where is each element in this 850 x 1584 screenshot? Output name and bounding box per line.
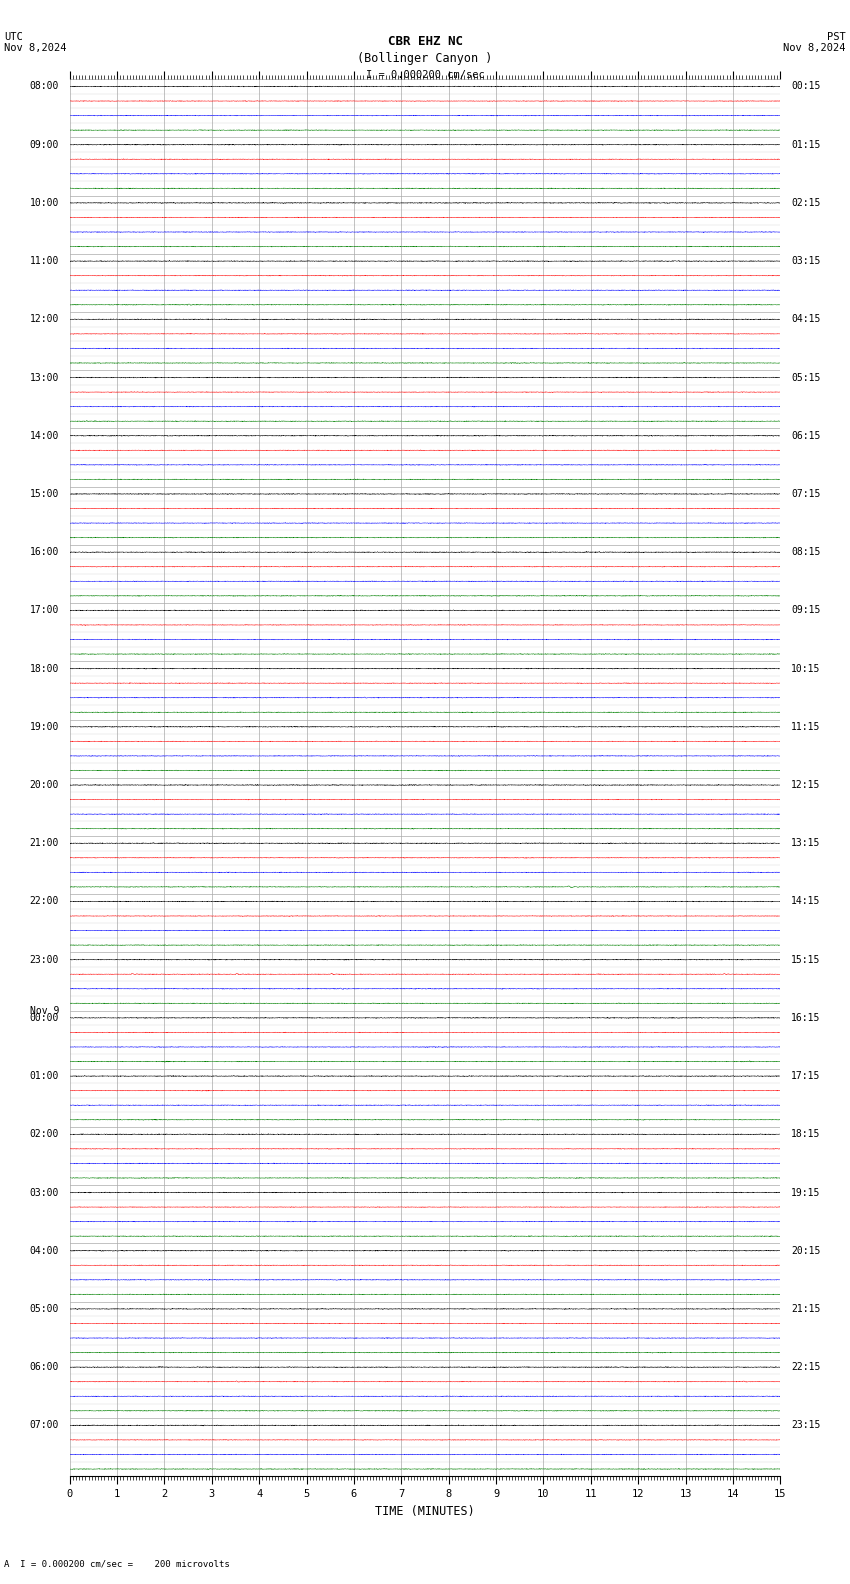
Text: UTC
Nov 8,2024: UTC Nov 8,2024 — [4, 32, 67, 54]
Text: 20:00: 20:00 — [30, 779, 59, 790]
Text: 19:15: 19:15 — [791, 1188, 820, 1198]
Text: 21:15: 21:15 — [791, 1304, 820, 1315]
Text: 04:00: 04:00 — [30, 1245, 59, 1256]
Text: 06:15: 06:15 — [791, 431, 820, 440]
Text: 20:15: 20:15 — [791, 1245, 820, 1256]
Text: 03:00: 03:00 — [30, 1188, 59, 1198]
Text: 15:00: 15:00 — [30, 489, 59, 499]
Text: 02:15: 02:15 — [791, 198, 820, 208]
Text: 06:00: 06:00 — [30, 1362, 59, 1372]
Text: 01:00: 01:00 — [30, 1071, 59, 1082]
Text: 23:15: 23:15 — [791, 1421, 820, 1430]
Text: 09:15: 09:15 — [791, 605, 820, 616]
Text: 18:00: 18:00 — [30, 664, 59, 673]
Text: 00:00: 00:00 — [30, 1012, 59, 1023]
Text: 17:15: 17:15 — [791, 1071, 820, 1082]
Text: 23:00: 23:00 — [30, 955, 59, 965]
Text: 07:15: 07:15 — [791, 489, 820, 499]
Text: 01:15: 01:15 — [791, 139, 820, 150]
Text: 09:00: 09:00 — [30, 139, 59, 150]
Text: CBR EHZ NC: CBR EHZ NC — [388, 35, 462, 48]
Text: 12:15: 12:15 — [791, 779, 820, 790]
Text: 16:15: 16:15 — [791, 1012, 820, 1023]
Text: 14:00: 14:00 — [30, 431, 59, 440]
Text: 10:15: 10:15 — [791, 664, 820, 673]
Text: 10:00: 10:00 — [30, 198, 59, 208]
Text: 15:15: 15:15 — [791, 955, 820, 965]
Text: 13:00: 13:00 — [30, 372, 59, 383]
Text: 12:00: 12:00 — [30, 314, 59, 325]
Text: PST
Nov 8,2024: PST Nov 8,2024 — [783, 32, 846, 54]
Text: 05:15: 05:15 — [791, 372, 820, 383]
Text: 13:15: 13:15 — [791, 838, 820, 849]
Text: 00:15: 00:15 — [791, 81, 820, 92]
Text: 18:15: 18:15 — [791, 1129, 820, 1139]
Text: 03:15: 03:15 — [791, 257, 820, 266]
Text: Nov 9: Nov 9 — [30, 1006, 59, 1015]
Text: 14:15: 14:15 — [791, 897, 820, 906]
Text: A  I = 0.000200 cm/sec =    200 microvolts: A I = 0.000200 cm/sec = 200 microvolts — [4, 1559, 230, 1568]
Text: I = 0.000200 cm/sec: I = 0.000200 cm/sec — [366, 70, 484, 79]
Text: 11:00: 11:00 — [30, 257, 59, 266]
Text: 19:00: 19:00 — [30, 722, 59, 732]
Text: 17:00: 17:00 — [30, 605, 59, 616]
Text: 05:00: 05:00 — [30, 1304, 59, 1315]
Text: 08:15: 08:15 — [791, 546, 820, 558]
Text: 21:00: 21:00 — [30, 838, 59, 849]
Text: 07:00: 07:00 — [30, 1421, 59, 1430]
Text: 04:15: 04:15 — [791, 314, 820, 325]
Text: 22:00: 22:00 — [30, 897, 59, 906]
Text: 08:00: 08:00 — [30, 81, 59, 92]
X-axis label: TIME (MINUTES): TIME (MINUTES) — [375, 1505, 475, 1517]
Text: 22:15: 22:15 — [791, 1362, 820, 1372]
Text: 02:00: 02:00 — [30, 1129, 59, 1139]
Text: (Bollinger Canyon ): (Bollinger Canyon ) — [357, 52, 493, 65]
Text: 11:15: 11:15 — [791, 722, 820, 732]
Text: 16:00: 16:00 — [30, 546, 59, 558]
